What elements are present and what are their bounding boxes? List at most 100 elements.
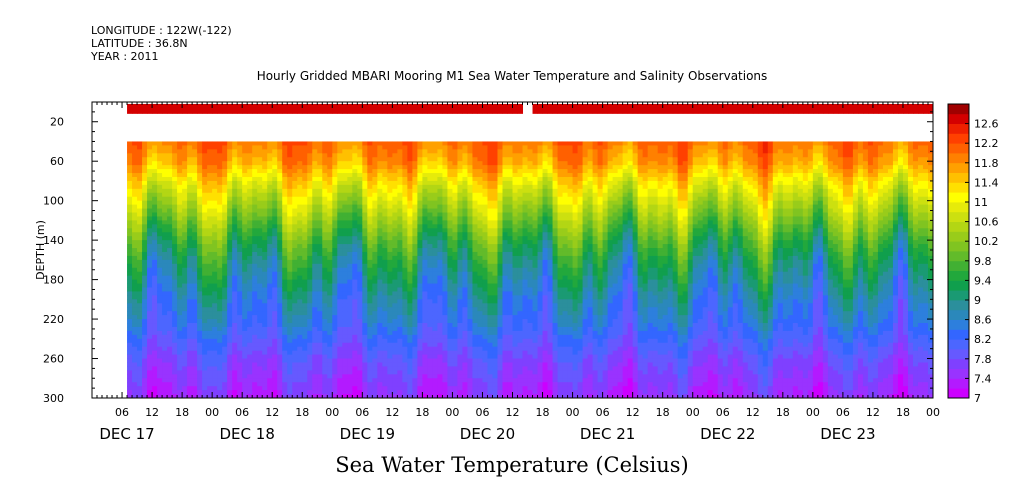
heatmap-cell [302, 315, 308, 320]
heatmap-cell [432, 176, 438, 182]
surface-cell [392, 103, 398, 114]
heatmap-cell [162, 386, 168, 391]
heatmap-cell [142, 149, 148, 154]
heatmap-cell [382, 366, 388, 371]
heatmap-cell [317, 315, 323, 320]
heatmap-cell [342, 220, 348, 225]
heatmap-cell [202, 382, 208, 387]
heatmap-cell [482, 248, 488, 253]
heatmap-cell [387, 291, 393, 296]
heatmap-cell [347, 354, 353, 360]
heatmap-cell [397, 153, 403, 158]
heatmap-cell [227, 295, 233, 300]
heatmap-cell [437, 244, 443, 249]
heatmap-cell [272, 149, 278, 154]
heatmap-cell [167, 263, 173, 269]
heatmap-cell [457, 307, 463, 312]
heatmap-cell [447, 370, 453, 375]
heatmap-cell [127, 307, 133, 312]
heatmap-cell [302, 149, 308, 154]
heatmap-cell [387, 224, 393, 229]
heatmap-cell [382, 291, 388, 296]
heatmap-cell [172, 307, 178, 312]
heatmap-cell [307, 169, 313, 174]
heatmap-cell [307, 291, 313, 296]
heatmap-cell [147, 204, 153, 210]
heatmap-cell [402, 287, 408, 292]
heatmap-cell [252, 354, 258, 360]
heatmap-cell [392, 157, 398, 162]
heatmap-cell [177, 267, 183, 273]
heatmap-cell [397, 251, 403, 257]
heatmap-cell [152, 275, 158, 281]
heatmap-cell [207, 315, 213, 320]
heatmap-cell [312, 141, 318, 146]
heatmap-cell [312, 208, 318, 214]
heatmap-cell [397, 184, 403, 190]
heatmap-cell [192, 350, 198, 356]
heatmap-cell [497, 307, 503, 312]
heatmap-cell [132, 378, 138, 383]
heatmap-cell [307, 382, 313, 387]
heatmap-cell [267, 259, 273, 265]
heatmap-cell [257, 216, 263, 221]
heatmap-cell [367, 342, 373, 348]
heatmap-cell [227, 259, 233, 265]
heatmap-cell [292, 323, 298, 328]
heatmap-cell [462, 382, 468, 387]
heatmap-cell [127, 350, 133, 356]
heatmap-cell [142, 323, 148, 328]
heatmap-cell [172, 224, 178, 229]
heatmap-cell [392, 275, 398, 281]
heatmap-cell [302, 141, 308, 146]
heatmap-cell [132, 212, 138, 217]
heatmap-cell [472, 165, 478, 170]
heatmap-cell [227, 173, 233, 178]
heatmap-cell [267, 394, 273, 398]
heatmap-cell [167, 196, 173, 202]
heatmap-cell [277, 161, 283, 166]
heatmap-cell [372, 338, 378, 344]
heatmap-cell [427, 263, 433, 269]
heatmap-cell [412, 248, 418, 253]
heatmap-cell [252, 299, 258, 304]
heatmap-cell [317, 323, 323, 328]
heatmap-cell [407, 240, 413, 245]
heatmap-cell [157, 212, 163, 217]
heatmap-cell [252, 378, 258, 383]
heatmap-cell [397, 255, 403, 261]
heatmap-cell [147, 326, 153, 332]
heatmap-cell [357, 307, 363, 312]
heatmap-cell [247, 354, 253, 360]
heatmap-cell [202, 216, 208, 221]
heatmap-cell [287, 240, 293, 245]
heatmap-cell [252, 200, 258, 206]
heatmap-cell [167, 346, 173, 352]
heatmap-cell [162, 220, 168, 225]
heatmap-cell [217, 279, 223, 285]
heatmap-cell [497, 161, 503, 166]
heatmap-cell [172, 173, 178, 178]
heatmap-cell [322, 394, 328, 398]
heatmap-cell [207, 208, 213, 214]
heatmap-cell [487, 196, 493, 202]
heatmap-cell [472, 255, 478, 261]
heatmap-cell [387, 196, 393, 202]
heatmap-cell [357, 319, 363, 324]
heatmap-cell [412, 212, 418, 217]
heatmap-cell [397, 169, 403, 174]
heatmap-cell [467, 291, 473, 296]
heatmap-cell [272, 173, 278, 178]
heatmap-cell [342, 358, 348, 363]
heatmap-cell [327, 291, 333, 296]
heatmap-cell [482, 303, 488, 308]
heatmap-cell [332, 141, 338, 146]
heatmap-cell [127, 346, 133, 352]
heatmap-cell [162, 157, 168, 162]
heatmap-cell [247, 236, 253, 241]
heatmap-cell [457, 153, 463, 158]
heatmap-cell [142, 362, 148, 367]
heatmap-cell [392, 354, 398, 360]
heatmap-cell [367, 358, 373, 363]
heatmap-cell [237, 188, 243, 194]
